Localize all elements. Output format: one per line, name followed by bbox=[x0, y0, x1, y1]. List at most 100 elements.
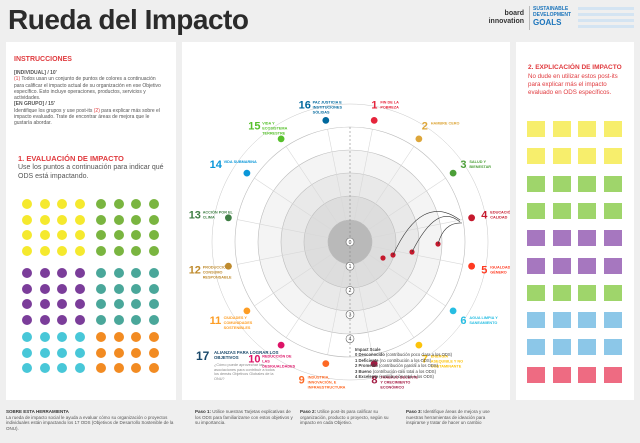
post-it-note[interactable] bbox=[552, 121, 571, 137]
sticker-dot[interactable] bbox=[57, 199, 67, 209]
post-it-note[interactable] bbox=[603, 312, 622, 329]
post-it-note[interactable] bbox=[578, 148, 596, 165]
sticker-dot[interactable] bbox=[148, 245, 159, 256]
post-it-note[interactable] bbox=[527, 230, 545, 247]
sticker-dot[interactable] bbox=[131, 332, 141, 342]
post-it-note[interactable] bbox=[552, 257, 571, 274]
sticker-dot[interactable] bbox=[148, 199, 159, 209]
sticker-dot[interactable] bbox=[57, 245, 67, 256]
sticker-dot[interactable] bbox=[96, 347, 106, 358]
sticker-dot[interactable] bbox=[131, 245, 141, 256]
sticker-dot[interactable] bbox=[39, 230, 50, 240]
post-it-note[interactable] bbox=[527, 121, 545, 137]
sticker-dot[interactable] bbox=[57, 347, 67, 358]
post-it-note[interactable] bbox=[527, 148, 545, 165]
sticker-dot[interactable] bbox=[22, 268, 32, 278]
sticker-dot[interactable] bbox=[39, 332, 50, 342]
sticker-dot[interactable] bbox=[131, 363, 141, 373]
sticker-dot[interactable] bbox=[74, 268, 85, 278]
sticker-dot[interactable] bbox=[148, 299, 159, 309]
sticker-dot[interactable] bbox=[74, 347, 85, 358]
sticker-dot[interactable] bbox=[57, 332, 67, 342]
sticker-dot[interactable] bbox=[131, 230, 141, 240]
sticker-dot[interactable] bbox=[113, 230, 124, 240]
post-it-note[interactable] bbox=[578, 312, 596, 329]
sticker-dot[interactable] bbox=[57, 314, 67, 325]
sticker-dot[interactable] bbox=[113, 245, 124, 256]
post-it-note[interactable] bbox=[578, 284, 596, 301]
sticker-dot[interactable] bbox=[148, 283, 159, 294]
post-it-note[interactable] bbox=[552, 148, 571, 165]
sticker-dot[interactable] bbox=[113, 214, 124, 225]
sticker-dot[interactable] bbox=[113, 283, 124, 294]
sticker-dot[interactable] bbox=[74, 314, 85, 325]
sticker-dot[interactable] bbox=[22, 314, 32, 325]
post-it-note[interactable] bbox=[578, 121, 596, 137]
sticker-dot[interactable] bbox=[57, 299, 67, 309]
post-it-note[interactable] bbox=[552, 284, 571, 301]
sticker-dot[interactable] bbox=[57, 230, 67, 240]
sticker-dot[interactable] bbox=[39, 245, 50, 256]
post-it-note[interactable] bbox=[603, 366, 622, 383]
sticker-dot[interactable] bbox=[22, 230, 32, 240]
sticker-dot[interactable] bbox=[74, 245, 85, 256]
sticker-dot[interactable] bbox=[96, 314, 106, 325]
post-it-note[interactable] bbox=[603, 175, 622, 192]
sticker-dot[interactable] bbox=[113, 363, 124, 373]
sticker-dot[interactable] bbox=[96, 199, 106, 209]
post-it-note[interactable] bbox=[603, 230, 622, 247]
sticker-dot[interactable] bbox=[131, 268, 141, 278]
post-it-note[interactable] bbox=[578, 257, 596, 274]
sticker-dot[interactable] bbox=[96, 283, 106, 294]
sticker-dot[interactable] bbox=[113, 332, 124, 342]
sticker-dot[interactable] bbox=[39, 347, 50, 358]
sticker-dot[interactable] bbox=[148, 230, 159, 240]
post-it-note[interactable] bbox=[527, 312, 545, 329]
post-it-note[interactable] bbox=[552, 202, 571, 219]
sticker-dot[interactable] bbox=[74, 332, 85, 342]
post-it-note[interactable] bbox=[603, 202, 622, 219]
sticker-dot[interactable] bbox=[96, 214, 106, 225]
post-it-note[interactable] bbox=[527, 202, 545, 219]
sticker-dot[interactable] bbox=[22, 363, 32, 373]
sticker-dot[interactable] bbox=[22, 245, 32, 256]
sticker-dot[interactable] bbox=[113, 299, 124, 309]
sticker-dot[interactable] bbox=[74, 214, 85, 225]
post-it-note[interactable] bbox=[578, 339, 596, 356]
sticker-dot[interactable] bbox=[96, 245, 106, 256]
sticker-dot[interactable] bbox=[74, 363, 85, 373]
sticker-dot[interactable] bbox=[57, 283, 67, 294]
post-it-note[interactable] bbox=[552, 339, 571, 356]
sticker-dot[interactable] bbox=[74, 230, 85, 240]
sticker-dot[interactable] bbox=[131, 314, 141, 325]
post-it-note[interactable] bbox=[552, 175, 571, 192]
sticker-dot[interactable] bbox=[148, 314, 159, 325]
post-it-note[interactable] bbox=[552, 366, 571, 383]
sticker-dot[interactable] bbox=[96, 363, 106, 373]
post-it-note[interactable] bbox=[603, 121, 622, 137]
post-it-note[interactable] bbox=[552, 230, 571, 247]
sticker-dot[interactable] bbox=[39, 363, 50, 373]
post-it-note[interactable] bbox=[527, 366, 545, 383]
sticker-dot[interactable] bbox=[74, 283, 85, 294]
sticker-dot[interactable] bbox=[22, 299, 32, 309]
sticker-dot[interactable] bbox=[96, 299, 106, 309]
sticker-dot[interactable] bbox=[39, 199, 50, 209]
sticker-dot[interactable] bbox=[39, 314, 50, 325]
sticker-dot[interactable] bbox=[39, 299, 50, 309]
sticker-dot[interactable] bbox=[22, 347, 32, 358]
post-it-note[interactable] bbox=[603, 284, 622, 301]
sticker-dot[interactable] bbox=[22, 283, 32, 294]
post-it-note[interactable] bbox=[578, 175, 596, 192]
sticker-dot[interactable] bbox=[39, 214, 50, 225]
sticker-dot[interactable] bbox=[148, 268, 159, 278]
post-it-note[interactable] bbox=[578, 230, 596, 247]
post-it-note[interactable] bbox=[552, 312, 571, 329]
post-it-note[interactable] bbox=[527, 339, 545, 356]
sticker-dot[interactable] bbox=[57, 363, 67, 373]
post-it-note[interactable] bbox=[603, 148, 622, 165]
post-it-note[interactable] bbox=[603, 339, 622, 356]
sticker-dot[interactable] bbox=[131, 199, 141, 209]
post-it-note[interactable] bbox=[527, 257, 545, 274]
sticker-dot[interactable] bbox=[113, 314, 124, 325]
